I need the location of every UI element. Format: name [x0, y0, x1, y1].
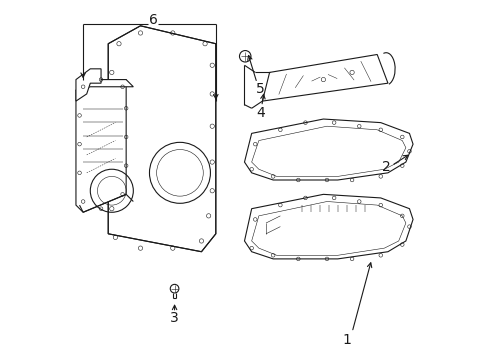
Polygon shape: [244, 194, 412, 259]
Text: 3: 3: [170, 311, 179, 325]
Polygon shape: [76, 80, 126, 212]
Polygon shape: [108, 26, 215, 252]
Text: 4: 4: [256, 105, 264, 120]
Polygon shape: [262, 54, 387, 101]
Text: 1: 1: [342, 333, 350, 347]
Text: 5: 5: [256, 82, 264, 95]
Text: 2: 2: [381, 161, 390, 175]
Polygon shape: [76, 69, 101, 101]
Text: 6: 6: [148, 13, 157, 27]
Polygon shape: [76, 80, 133, 90]
Polygon shape: [244, 119, 412, 180]
